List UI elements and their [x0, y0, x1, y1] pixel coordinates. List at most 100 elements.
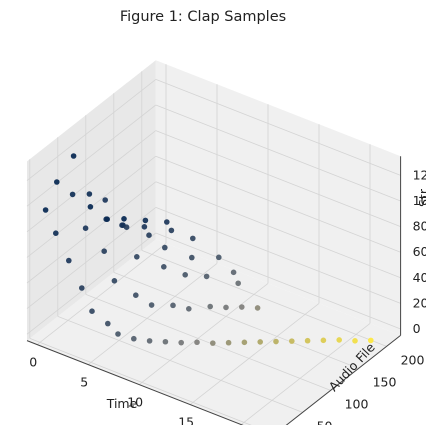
data-point [66, 257, 72, 264]
data-point [273, 338, 279, 345]
data-point [336, 337, 343, 343]
floor-pane [27, 239, 401, 425]
data-point [189, 254, 195, 261]
data-point [119, 222, 125, 228]
data-point [235, 280, 241, 287]
data-point [87, 204, 94, 210]
data-point [225, 339, 232, 346]
data-point [131, 335, 137, 342]
x-axis-label: Time [106, 396, 138, 411]
chart-title: Figure 1: Clap Samples [120, 9, 286, 25]
grid-line-z-back [155, 181, 401, 279]
data-point [162, 338, 169, 345]
grid-line-z-left [26, 130, 157, 233]
data-point [148, 302, 155, 308]
data-point [142, 217, 149, 224]
z-tick-label: 40 [413, 270, 426, 285]
grid-line-z-back [155, 207, 401, 304]
z-tick-label: 20 [413, 295, 426, 310]
grid-line-y-floor [113, 272, 359, 369]
grid-line-z-left [26, 207, 157, 309]
data-point [207, 303, 213, 310]
data-point [352, 338, 358, 344]
grid-line-x-floor [138, 283, 269, 385]
data-point [194, 339, 200, 346]
data-points [42, 153, 374, 346]
chart-grid [26, 64, 402, 425]
z-tick-label: 100 [413, 193, 426, 208]
y-tick-label: 100 [345, 396, 369, 411]
data-point [101, 248, 107, 254]
z-tick-label: 80 [413, 219, 426, 234]
data-point [289, 338, 295, 344]
grid-line-z-left [26, 104, 157, 207]
data-point [70, 153, 77, 159]
y-tick-label: 150 [373, 374, 397, 389]
data-point [146, 232, 152, 238]
data-point [105, 320, 111, 327]
data-point [170, 302, 176, 309]
data-point [223, 304, 229, 311]
grid-line-z-back [155, 232, 401, 330]
data-point [178, 339, 184, 346]
grid-line-x-floor [36, 243, 167, 345]
data-point [146, 338, 153, 344]
x-tick-label: 10 [127, 395, 143, 410]
data-point [216, 254, 222, 261]
data-point [123, 224, 130, 230]
data-point [134, 253, 140, 260]
data-point [69, 191, 76, 198]
grid-line-z-back [155, 130, 401, 227]
data-point [121, 216, 127, 222]
grid-line-y-floor [29, 338, 252, 425]
data-point [161, 264, 167, 270]
data-point [239, 304, 245, 310]
z-axis-label: Str [416, 188, 426, 207]
x-axis-line [26, 340, 244, 425]
data-point [164, 219, 170, 225]
grid-line-z-left [26, 232, 157, 335]
grid-line-z-left [26, 181, 157, 284]
data-point [102, 197, 108, 203]
x-tick-label: 15 [178, 415, 194, 425]
grid-line-x-floor [189, 303, 320, 405]
data-point [111, 278, 118, 284]
z-tick-label: 60 [413, 244, 426, 259]
data-point [103, 216, 109, 222]
y-tick-label: 200 [401, 352, 425, 367]
data-point [320, 337, 327, 344]
grid-line-z-back [155, 155, 401, 253]
data-point [133, 292, 139, 299]
grid-line-z-left [26, 79, 157, 181]
axis-ticks: 05101520050100150200020406080100120 [29, 167, 426, 425]
data-point [79, 285, 85, 291]
grid-line-y-floor [57, 316, 303, 413]
x-tick-label: 5 [80, 375, 88, 390]
data-point [257, 339, 264, 345]
data-point [368, 337, 374, 344]
y-tick-label: 50 [317, 418, 333, 425]
data-point [82, 225, 89, 231]
grid-line-z-back [155, 79, 401, 176]
z-tick-label: 0 [413, 321, 421, 336]
data-point [230, 269, 237, 276]
data-point [54, 179, 60, 185]
data-point [304, 337, 311, 344]
data-point [53, 230, 59, 236]
data-point [210, 340, 216, 346]
data-point [203, 273, 210, 280]
data-point [168, 227, 175, 234]
data-point [190, 235, 196, 242]
data-point [241, 339, 248, 346]
grid-line-x-floor [240, 323, 371, 425]
data-point [162, 244, 168, 251]
data-point [86, 191, 93, 197]
grid-line-z-back [155, 104, 401, 202]
grid-line-y-floor [85, 294, 331, 391]
data-point [141, 224, 148, 230]
data-point [42, 207, 49, 213]
data-point [182, 272, 188, 278]
data-point [254, 305, 261, 311]
y-axis-line [285, 335, 401, 425]
